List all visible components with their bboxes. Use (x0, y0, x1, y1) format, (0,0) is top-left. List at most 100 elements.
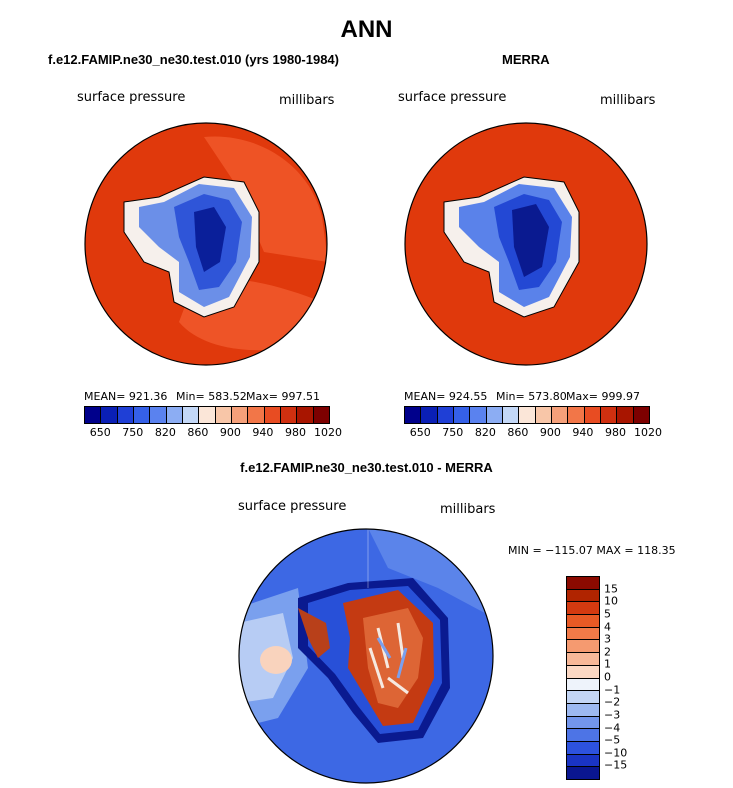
diff-colorbar-swatch (567, 729, 599, 742)
diff-subtitle: f.e12.FAMIP.ne30_ne30.test.010 - MERRA (240, 460, 493, 475)
colorbar-tick-label: 650 (409, 426, 431, 439)
diff-colorbar-swatch (567, 640, 599, 654)
colorbar-tick-label: 940 (252, 426, 274, 439)
colorbar-swatch (231, 407, 249, 423)
colorbar-swatch (280, 407, 298, 423)
colorbar-swatch (133, 407, 151, 423)
diff-colorbar-swatch (567, 627, 599, 641)
diff-colorbar-swatch (567, 691, 599, 704)
diff-colorbar-swatch (567, 754, 599, 768)
diff-variable-label: surface pressure (238, 499, 347, 514)
colorbar-tick-label: 900 (539, 426, 561, 439)
panel2-variable-label: surface pressure (398, 90, 507, 105)
diff-colorbar-tick-label: 15 (604, 582, 618, 596)
panel2-subtitle: MERRA (502, 52, 550, 67)
colorbar-tick-label: 980 (604, 426, 626, 439)
colorbar-swatch (470, 407, 487, 423)
panel2-colorbar (404, 406, 650, 424)
colorbar-tick-label: 750 (122, 426, 144, 439)
panel1-variable-label: surface pressure (77, 90, 186, 105)
colorbar-tick-label: 1020 (314, 426, 342, 439)
colorbar-swatch (150, 407, 167, 423)
colorbar-swatch (551, 407, 569, 423)
colorbar-swatch (264, 407, 281, 423)
colorbar-swatch (248, 407, 265, 423)
panel1-units-label: millibars (279, 93, 335, 108)
diff-colorbar-swatch (567, 602, 599, 616)
diff-units-label: millibars (440, 502, 496, 517)
diff-colorbar-swatch (567, 653, 599, 666)
diff-polar-map (238, 528, 494, 784)
diff-colorbar-tick-label: 4 (604, 620, 611, 633)
colorbar-swatch (453, 407, 471, 423)
panel1-max: Max= 997.51 (246, 390, 320, 403)
diff-colorbar-tick-label: 0 (604, 670, 611, 684)
diff-colorbar-swatch (567, 767, 599, 779)
diff-colorbar-swatch (567, 665, 599, 679)
diff-colorbar (566, 576, 600, 780)
panel2-colorbar-ticks: 650 750 820 860 900 940 980 1020 (404, 426, 662, 440)
diff-colorbar-tick-label: −3 (604, 708, 621, 722)
colorbar-tick-label: 900 (219, 426, 241, 439)
diff-colorbar-tick-label: −10 (604, 746, 628, 760)
colorbar-swatch (600, 407, 618, 423)
colorbar-swatch (101, 407, 118, 423)
colorbar-swatch (85, 407, 102, 423)
diff-minmax: MIN = −115.07 MAX = 118.35 (508, 544, 676, 557)
colorbar-swatch (535, 407, 552, 423)
colorbar-swatch (617, 407, 634, 423)
diff-colorbar-swatch (567, 716, 599, 730)
panel1-subtitle: f.e12.FAMIP.ne30_ne30.test.010 (yrs 1980… (48, 52, 339, 67)
colorbar-swatch (182, 407, 200, 423)
diff-colorbar-tick-label: −2 (604, 695, 621, 709)
colorbar-swatch (215, 407, 232, 423)
panel2-mean: MEAN= 924.55 (404, 390, 488, 403)
panel1-colorbar (84, 406, 330, 424)
diff-colorbar-swatch (567, 577, 599, 590)
colorbar-swatch (584, 407, 601, 423)
panel2-min: Min= 573.80 (496, 390, 567, 403)
diff-colorbar-tick-label: −5 (604, 733, 621, 747)
diff-colorbar-tick-label: 5 (604, 607, 611, 621)
colorbar-swatch (199, 407, 216, 423)
colorbar-tick-label: 820 (154, 426, 176, 439)
panel1-polar-map (84, 122, 328, 366)
colorbar-swatch (297, 407, 314, 423)
page-title: ANN (340, 16, 393, 43)
diff-colorbar-tick-label: 3 (604, 632, 611, 646)
diff-colorbar-swatch (567, 678, 599, 692)
diff-colorbar-tick-label: −15 (604, 758, 628, 772)
diff-colorbar-ticks: 15 10 5 4 3 2 1 0 −1 −2 −3 −4 −5 −10 −15 (604, 576, 644, 778)
colorbar-swatch (519, 407, 536, 423)
colorbar-swatch (633, 407, 649, 423)
colorbar-tick-label: 1020 (634, 426, 662, 439)
colorbar-tick-label: 860 (507, 426, 529, 439)
diff-colorbar-swatch (567, 741, 599, 755)
diff-colorbar-swatch (567, 589, 599, 603)
diff-colorbar-tick-label: 2 (604, 645, 611, 659)
diff-colorbar-tick-label: −4 (604, 721, 621, 734)
colorbar-swatch (568, 407, 585, 423)
colorbar-swatch (405, 407, 422, 423)
panel1-mean: MEAN= 921.36 (84, 390, 168, 403)
colorbar-swatch (486, 407, 503, 423)
colorbar-tick-label: 860 (187, 426, 209, 439)
colorbar-swatch (313, 407, 329, 423)
colorbar-tick-label: 940 (572, 426, 594, 439)
panel2-max: Max= 999.97 (566, 390, 640, 403)
colorbar-tick-label: 980 (284, 426, 306, 439)
panel1-min: Min= 583.52 (176, 390, 247, 403)
colorbar-tick-label: 750 (442, 426, 464, 439)
diff-colorbar-tick-label: 1 (604, 657, 611, 671)
colorbar-swatch (421, 407, 438, 423)
diff-colorbar-tick-label: 10 (604, 594, 618, 608)
diff-colorbar-swatch (567, 703, 599, 717)
colorbar-tick-label: 650 (89, 426, 111, 439)
panel2-polar-map (404, 122, 648, 366)
colorbar-swatch (117, 407, 134, 423)
colorbar-tick-label: 820 (474, 426, 496, 439)
panel1-colorbar-ticks: 650 750 820 860 900 940 980 1020 (84, 426, 342, 440)
diff-colorbar-swatch (567, 615, 599, 628)
colorbar-swatch (166, 407, 183, 423)
panel2-units-label: millibars (600, 93, 656, 108)
